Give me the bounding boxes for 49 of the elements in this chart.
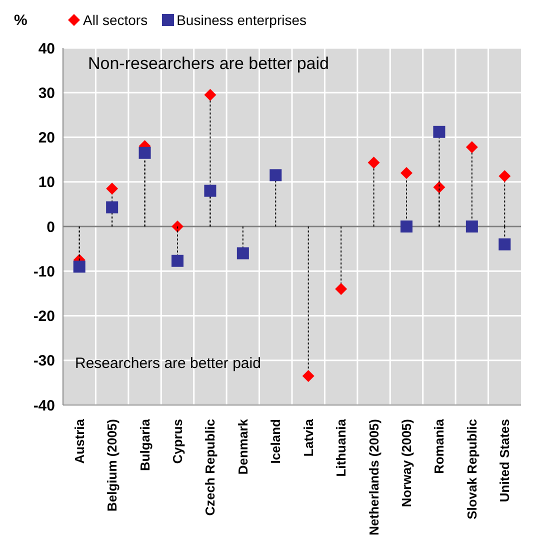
point: [400, 166, 412, 179]
point: [106, 182, 118, 195]
annotation: Researchers are better paid: [75, 354, 261, 372]
x-tick-label: Denmark: [235, 418, 250, 475]
point: [498, 170, 511, 182]
y-tick-label: -10: [33, 263, 55, 280]
point: [433, 181, 446, 194]
x-tick-label: Belgium (2005): [104, 419, 120, 512]
y-tick-label: 20: [38, 130, 55, 147]
point: [400, 220, 412, 232]
x-tick-label: Austria: [72, 418, 87, 464]
y-tick-label: 30: [38, 84, 55, 102]
y-tick-label: 40: [38, 40, 55, 58]
y-tick-label: -40: [33, 397, 55, 414]
point: [466, 141, 478, 154]
y-tick-label: 0: [46, 218, 55, 236]
point: [466, 220, 478, 232]
point: [433, 126, 446, 138]
point: [498, 238, 511, 250]
x-tick-label: Lithuania: [334, 418, 349, 477]
y-axis-title: %: [14, 12, 28, 29]
x-tick-label: Latvia: [300, 418, 316, 457]
x-tick-label: Bulgaria: [137, 418, 152, 472]
point: [172, 254, 184, 267]
point: [270, 169, 282, 182]
legend-label: All sectors: [83, 12, 148, 28]
point: [172, 220, 184, 232]
x-tick-label: Norway (2005): [399, 419, 414, 508]
point: [335, 282, 348, 295]
point: [204, 88, 216, 101]
x-tick-label: Slovak Republic: [464, 419, 480, 520]
point: [302, 370, 314, 382]
x-tick-label: Netherlands (2005): [366, 419, 382, 536]
y-tick-label: 10: [38, 174, 55, 192]
point: [368, 156, 380, 169]
x-tick-label: Czech Republic: [202, 419, 218, 516]
point: [204, 184, 216, 197]
point: [236, 247, 249, 260]
x-tick-label: Cyprus: [170, 419, 185, 464]
x-tick-label: Romania: [432, 418, 447, 474]
x-tick-label: Iceland: [268, 418, 284, 464]
point: [138, 146, 151, 159]
y-tick-label: -30: [33, 352, 55, 370]
point: [106, 201, 118, 214]
annotation: Non-researchers are better paid: [88, 54, 329, 74]
y-tick-label: -20: [33, 308, 55, 326]
x-tick-label: United States: [497, 419, 512, 502]
point: [73, 260, 86, 273]
legend-label: Business enterprises: [176, 12, 307, 28]
